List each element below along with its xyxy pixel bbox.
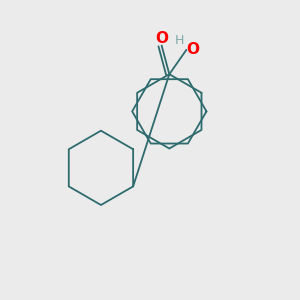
Text: O: O bbox=[155, 31, 168, 46]
Text: H: H bbox=[175, 34, 184, 47]
Text: O: O bbox=[186, 42, 200, 57]
